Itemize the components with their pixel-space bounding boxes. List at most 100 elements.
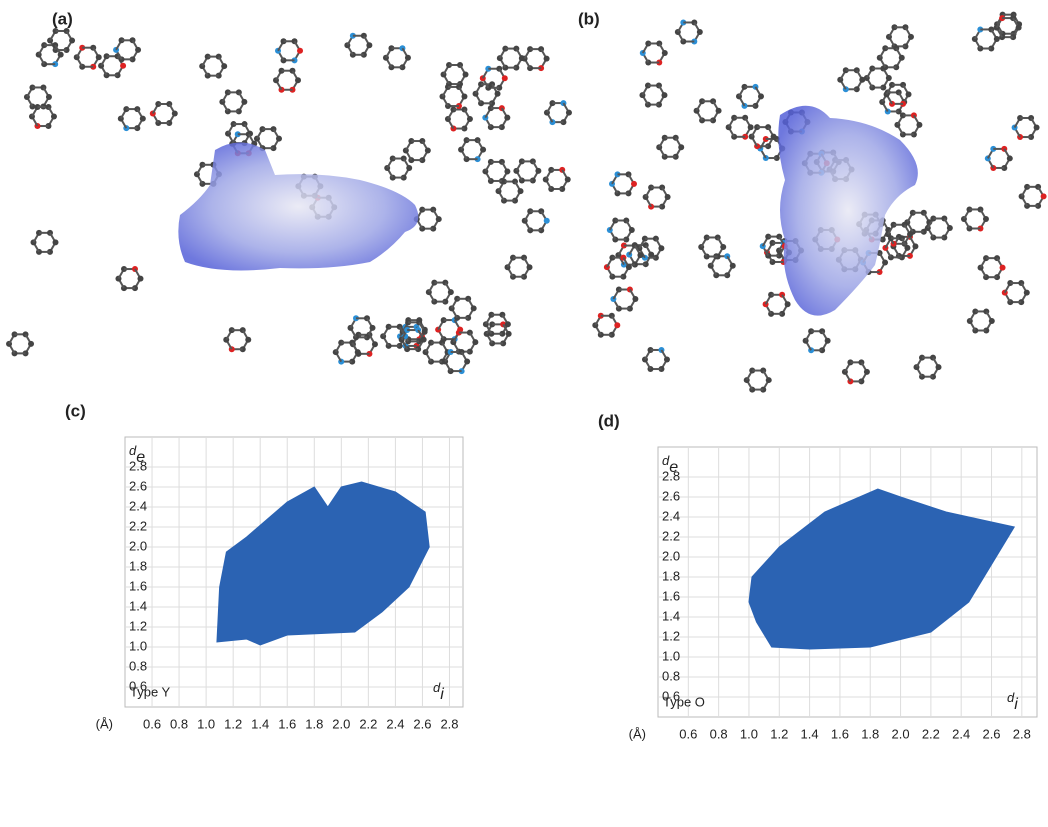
x-axis-label: di bbox=[433, 680, 444, 703]
y-tick-label: 1.6 bbox=[662, 588, 680, 603]
x-tick-label: 0.8 bbox=[170, 716, 188, 731]
atom bbox=[907, 33, 914, 40]
y-axis-label: de bbox=[129, 443, 145, 466]
atom bbox=[632, 296, 639, 303]
atom bbox=[461, 93, 468, 100]
atom bbox=[462, 71, 469, 78]
atom bbox=[517, 188, 524, 195]
atom bbox=[637, 252, 644, 259]
atom bbox=[565, 109, 572, 116]
atom bbox=[543, 217, 550, 224]
x-tick-label: 1.6 bbox=[831, 726, 849, 741]
atom bbox=[824, 337, 831, 344]
x-tick-label: 2.2 bbox=[359, 716, 377, 731]
atom bbox=[661, 50, 668, 57]
y-tick-label: 2.2 bbox=[662, 528, 680, 543]
x-tick-label: 1.0 bbox=[740, 726, 758, 741]
x-tick-label: 1.4 bbox=[801, 726, 819, 741]
panel-label: (c) bbox=[65, 401, 86, 420]
atom bbox=[1040, 193, 1047, 200]
atom bbox=[543, 55, 550, 62]
atom bbox=[882, 259, 889, 266]
y-tick-label: 1.4 bbox=[662, 608, 680, 623]
atom bbox=[526, 264, 533, 271]
y-tick-label: 1.4 bbox=[129, 598, 147, 613]
y-axis-symbol: d bbox=[662, 453, 670, 468]
atom bbox=[505, 330, 512, 337]
atom bbox=[747, 124, 754, 131]
y-tick-label: 0.6 bbox=[129, 678, 147, 693]
y-axis-symbol: d bbox=[129, 443, 137, 458]
y-tick-label: 2.4 bbox=[662, 508, 680, 523]
atom bbox=[28, 340, 35, 347]
x-tick-label: 2.4 bbox=[952, 726, 970, 741]
atom bbox=[614, 322, 621, 329]
hirshfeld-surface bbox=[778, 105, 918, 316]
x-tick-label: 2.0 bbox=[892, 726, 910, 741]
x-tick-label: 2.6 bbox=[413, 716, 431, 731]
atom bbox=[628, 227, 635, 234]
atom bbox=[648, 251, 655, 258]
atom bbox=[999, 264, 1006, 271]
atom bbox=[625, 264, 632, 271]
atom bbox=[480, 146, 487, 153]
x-axis-symbol: d bbox=[1007, 690, 1015, 705]
y-tick-label: 1.8 bbox=[662, 568, 680, 583]
atom bbox=[57, 51, 64, 58]
atom bbox=[221, 63, 228, 70]
atom bbox=[297, 47, 304, 54]
atom bbox=[406, 165, 413, 172]
atom bbox=[696, 29, 703, 36]
atom bbox=[663, 356, 670, 363]
atom bbox=[494, 90, 501, 97]
atom bbox=[504, 114, 511, 121]
panel-label: (a) bbox=[52, 9, 73, 28]
y-axis-label: de bbox=[662, 453, 678, 476]
atom bbox=[729, 262, 736, 269]
atom bbox=[135, 46, 142, 53]
atom bbox=[354, 349, 361, 356]
x-tick-label: 0.8 bbox=[710, 726, 728, 741]
atom bbox=[447, 289, 454, 296]
atom bbox=[501, 75, 508, 82]
hirshfeld-surface bbox=[178, 142, 419, 271]
y-tick-label: 1.2 bbox=[662, 628, 680, 643]
annotation: Type O bbox=[663, 694, 705, 709]
point-cloud bbox=[216, 481, 430, 646]
atom bbox=[907, 231, 914, 238]
atom bbox=[466, 116, 473, 123]
x-axis-subscript: i bbox=[440, 686, 444, 703]
atom bbox=[630, 180, 637, 187]
panel-label: (d) bbox=[598, 411, 620, 430]
y-tick-label: 0.8 bbox=[662, 668, 680, 683]
atom bbox=[535, 167, 542, 174]
atom bbox=[369, 324, 376, 331]
x-tick-label: 2.8 bbox=[440, 716, 458, 731]
atom bbox=[139, 115, 146, 122]
atom bbox=[424, 147, 431, 154]
atom bbox=[898, 54, 905, 61]
atom bbox=[120, 62, 127, 69]
atom bbox=[366, 42, 373, 49]
atom bbox=[664, 194, 671, 201]
x-tick-label: 0.6 bbox=[679, 726, 697, 741]
atom bbox=[241, 98, 248, 105]
atom bbox=[564, 176, 571, 183]
x-tick-label: 1.8 bbox=[305, 716, 323, 731]
atom bbox=[770, 133, 777, 140]
atom bbox=[784, 301, 791, 308]
x-tick-label: 2.4 bbox=[386, 716, 404, 731]
y-tick-label: 1.6 bbox=[129, 578, 147, 593]
atom bbox=[912, 243, 919, 250]
y-tick-label: 1.0 bbox=[129, 638, 147, 653]
x-tick-label: 1.4 bbox=[251, 716, 269, 731]
panel-label: (b) bbox=[578, 9, 600, 28]
atom bbox=[11, 331, 18, 338]
atom bbox=[52, 239, 59, 246]
x-unit: (Å) bbox=[629, 726, 646, 741]
y-tick-label: 1.0 bbox=[662, 648, 680, 663]
atom bbox=[661, 92, 668, 99]
x-axis-label: di bbox=[1007, 690, 1018, 713]
y-tick-label: 2.6 bbox=[129, 478, 147, 493]
